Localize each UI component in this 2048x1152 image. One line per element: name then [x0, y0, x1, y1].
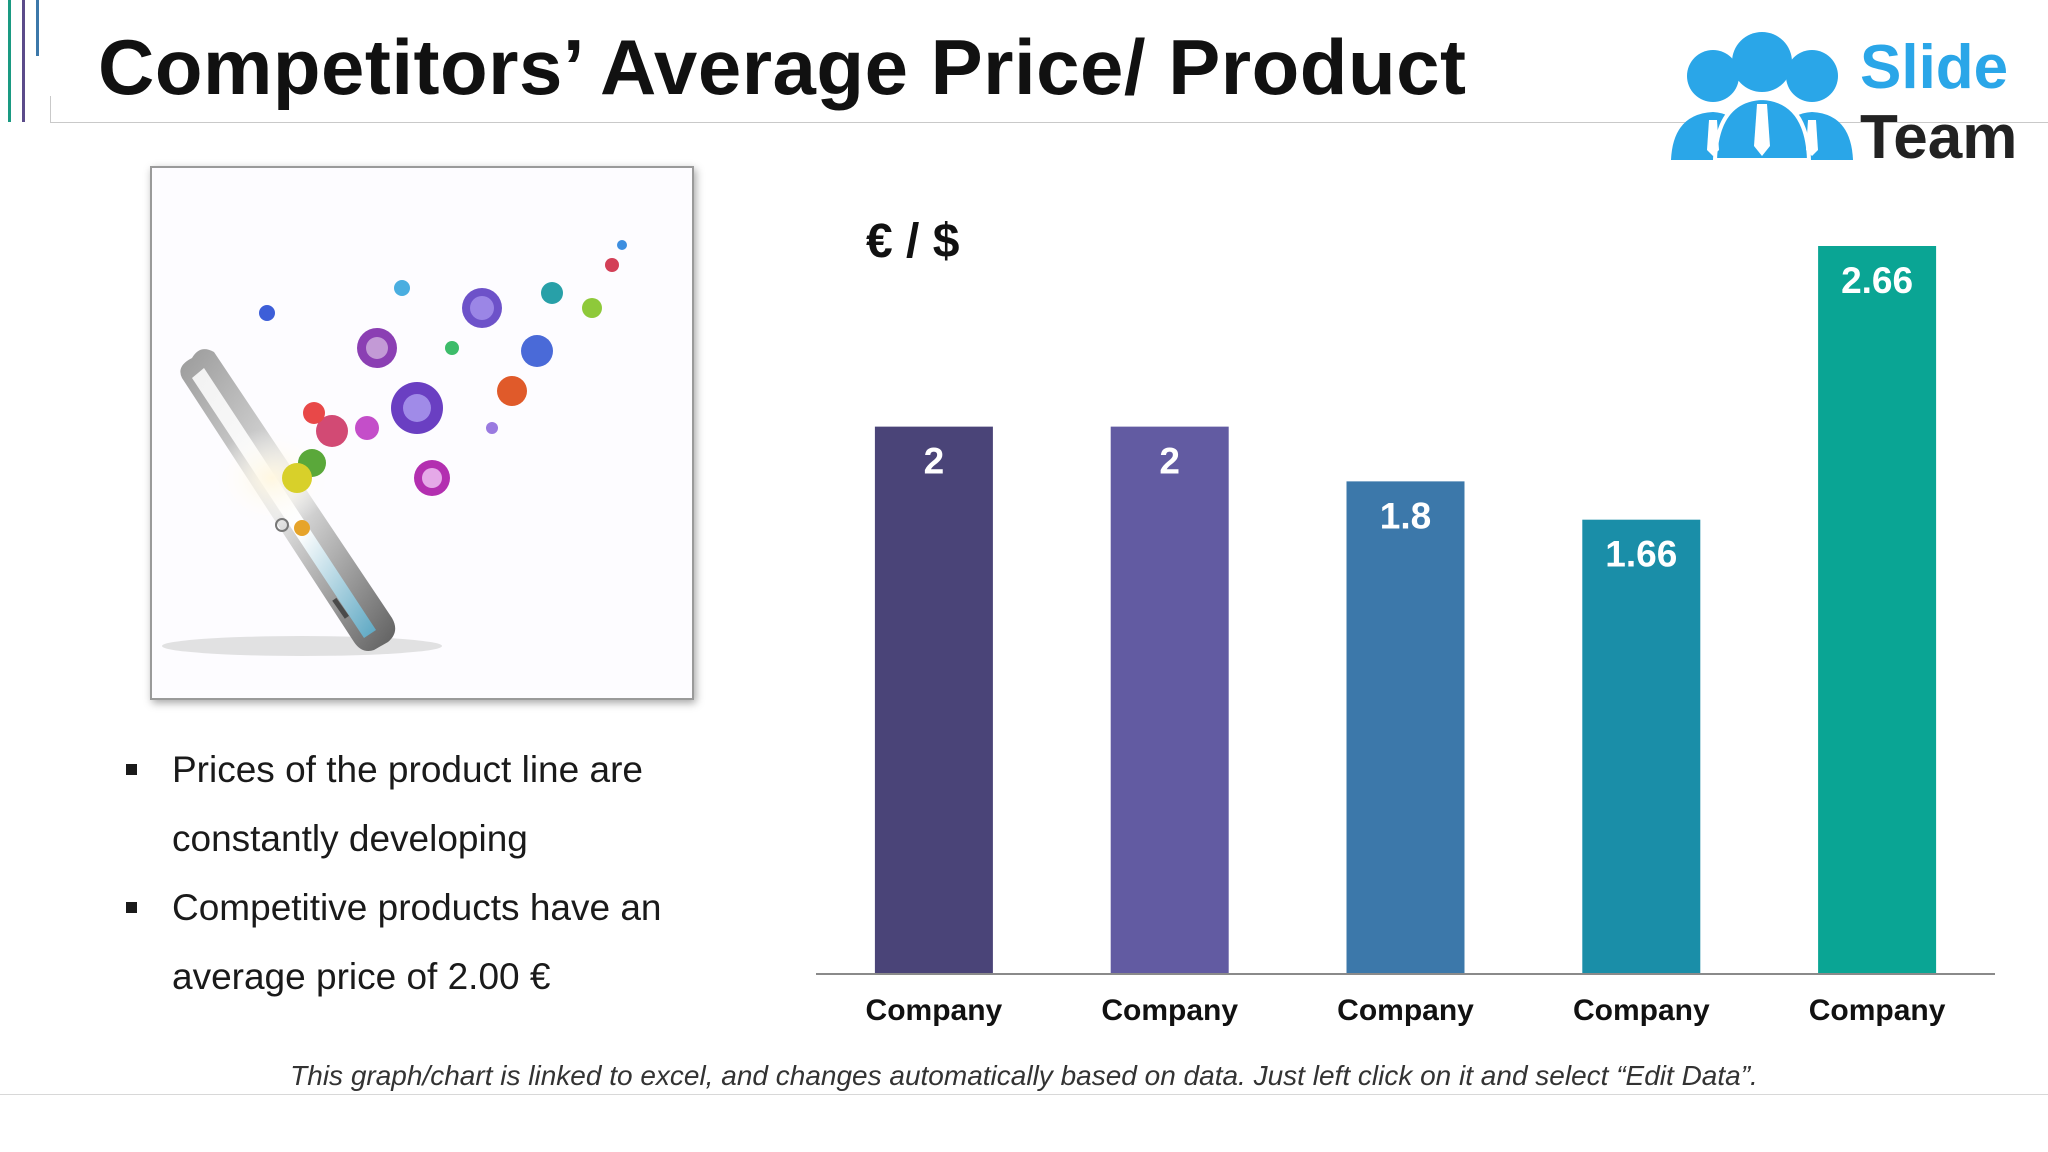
x-tick-label: Company: [1337, 994, 1474, 1027]
slideteam-logo: Slide Team: [1665, 28, 2025, 172]
bar-4: [1582, 519, 1701, 974]
accent-bar-teal: [8, 0, 11, 122]
bottom-divider: [0, 1094, 2048, 1095]
logo-slide-text: Slide: [1860, 33, 2009, 102]
x-tick-label: Company: [1101, 994, 1238, 1027]
x-tick-label: Company: [1809, 994, 1946, 1027]
footnote: This graph/chart is linked to excel, and…: [290, 1060, 1758, 1091]
x-tick-label: Company: [866, 994, 1003, 1027]
bar-value-label: 2.66: [1841, 260, 1913, 301]
title-rule-tick: [50, 96, 51, 123]
bullet-text: Competitive products have an average pri…: [172, 887, 662, 997]
page-title: Competitors’ Average Price/ Product: [98, 23, 1467, 111]
bullet-marker: [126, 764, 137, 775]
team-people-icon: [1671, 32, 1853, 162]
bullet-item: Competitive products have an average pri…: [124, 873, 724, 1011]
bar-2: [1110, 426, 1229, 974]
accent-bar-blue: [36, 0, 39, 56]
bullet-item: Prices of the product line are constantl…: [124, 735, 724, 873]
bullet-text: Prices of the product line are constantl…: [172, 749, 643, 859]
accent-bar-purple: [22, 0, 25, 122]
bar-value-label: 1.8: [1380, 495, 1431, 536]
bar-value-label: 2: [924, 441, 945, 482]
bar-value-label: 1.66: [1605, 534, 1677, 575]
bar-value-label: 2: [1159, 441, 1180, 482]
x-tick-label: Company: [1573, 994, 1710, 1027]
bullet-list: Prices of the product line are constantl…: [124, 735, 724, 1011]
bar-5: [1818, 246, 1937, 974]
smartphone-apps-image: [150, 166, 694, 700]
bullet-marker: [126, 902, 137, 913]
bar-1: [874, 426, 993, 974]
title-underline: [50, 122, 2048, 123]
chart-unit-label: € / $: [866, 215, 960, 268]
logo-team-text: Team: [1860, 103, 2018, 172]
bar-3: [1346, 481, 1465, 974]
